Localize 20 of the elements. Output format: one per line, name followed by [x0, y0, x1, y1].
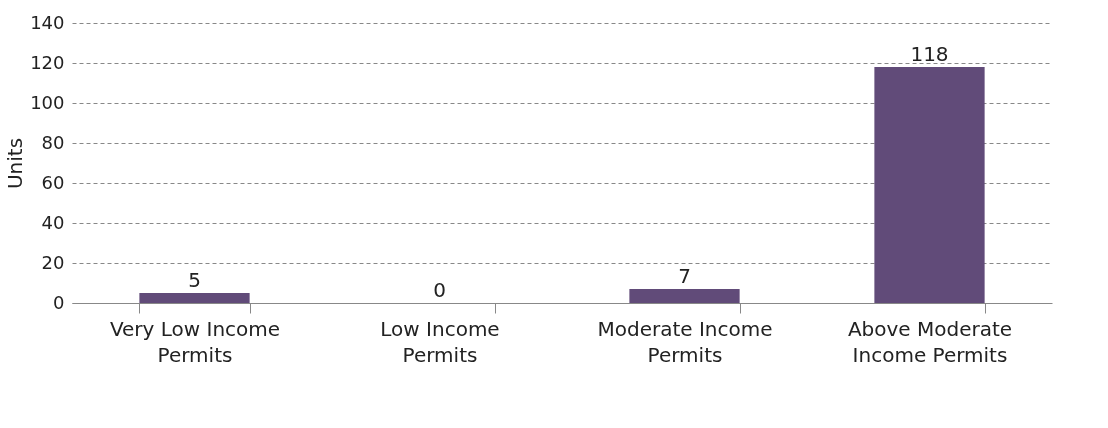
y-tick-label: 120 [30, 51, 65, 73]
x-tick-label: Very Low Income Permits [109, 316, 281, 367]
bar [874, 67, 985, 303]
bar [629, 289, 740, 303]
x-tick-label: Low Income Permits [380, 316, 500, 367]
data-label: 5 [188, 268, 201, 292]
y-tick-label: 20 [41, 251, 65, 273]
bar [139, 293, 250, 303]
y-tick-label: 0 [53, 291, 65, 313]
x-tick-label: Above Moderate Income Permits [847, 316, 1013, 367]
y-axis-title: Units [3, 137, 28, 190]
y-tick-label: 40 [41, 211, 65, 233]
y-tick-label: 60 [41, 171, 65, 193]
data-label: 0 [433, 278, 446, 302]
y-tick-label: 140 [30, 11, 65, 33]
x-tick-label: Moderate Income Permits [597, 316, 773, 367]
y-tick-label: 80 [41, 131, 65, 153]
y-tick-label: 100 [30, 91, 65, 113]
data-label: 118 [910, 42, 949, 66]
data-label: 7 [678, 264, 691, 288]
